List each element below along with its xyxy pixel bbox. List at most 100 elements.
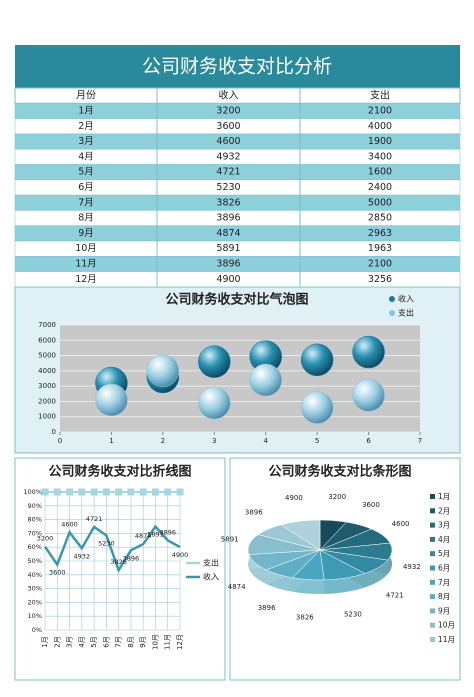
x-tick-label: 2 [161, 437, 165, 445]
data-label: 4721 [386, 591, 404, 599]
table-cell: 4932 [216, 151, 240, 162]
data-label: 4900 [285, 494, 303, 502]
bubble [352, 379, 385, 412]
y-tick-label: 1000 [38, 413, 56, 421]
bubble [300, 391, 334, 424]
table-cell: 4900 [216, 274, 240, 285]
data-label: 3600 [49, 569, 66, 577]
table-cell: 3400 [368, 151, 392, 162]
data-label: 4600 [392, 520, 410, 528]
y-tick-label: 20% [28, 598, 42, 606]
x-tick-label: 2月 [53, 636, 61, 647]
y-tick-label: 0 [52, 428, 56, 436]
data-label: 4874 [135, 532, 152, 540]
bubble [146, 354, 180, 388]
bubble [249, 363, 282, 397]
y-tick-label: 0% [32, 626, 42, 634]
x-tick-label: 11月 [164, 634, 172, 650]
data-label: 4721 [86, 515, 103, 523]
legend-swatch [430, 494, 435, 499]
x-tick-label: 10月 [151, 634, 159, 650]
line-title: 公司财务收支对比折线图 [48, 464, 191, 480]
table-cell: 3月 [78, 136, 94, 147]
bubble-title: 公司财务收支对比气泡图 [165, 292, 308, 308]
title-bar [15, 45, 460, 88]
table-cell: 1900 [368, 136, 392, 147]
legend-swatch [430, 622, 435, 628]
table-cell: 3896 [216, 213, 240, 224]
table-cell: 5230 [216, 182, 240, 193]
y-tick-label: 6000 [38, 336, 56, 344]
x-tick-label: 9月 [139, 636, 147, 647]
pie-title: 公司财务收支对比条形图 [268, 464, 411, 480]
data-label: 5891 [147, 530, 164, 538]
data-label: 3600 [362, 501, 380, 509]
table-cell: 5月 [78, 167, 94, 178]
data-label: 4600 [61, 520, 78, 528]
data-label: 4932 [74, 552, 91, 560]
bubble [352, 335, 385, 369]
table-cell: 2月 [78, 121, 94, 132]
data-label: 3826 [296, 613, 314, 621]
y-tick-label: 7000 [38, 321, 56, 329]
legend-swatch [430, 637, 435, 642]
table-cell: 2100 [368, 105, 392, 116]
data-label: 4900 [172, 551, 189, 559]
legend-label: 支出 [398, 308, 414, 318]
legend-swatch [430, 565, 435, 571]
data-label: 3896 [123, 554, 140, 562]
legend-swatch [389, 296, 395, 302]
x-tick-label: 3 [212, 437, 216, 445]
bubble [95, 383, 128, 417]
x-tick-label: 7月 [115, 636, 123, 647]
table-cell: 3600 [216, 121, 240, 132]
table-cell: 1963 [368, 243, 392, 254]
column-header: 收入 [219, 89, 239, 102]
bubble [198, 345, 231, 378]
table-cell: 1月 [78, 105, 94, 116]
y-tick-label: 2000 [38, 397, 56, 405]
y-tick-label: 30% [28, 585, 42, 593]
x-tick-label: 4 [263, 437, 268, 445]
legend-label: 10月 [438, 621, 455, 630]
data-label: 3896 [258, 604, 276, 612]
legend-label: 收入 [398, 294, 414, 304]
table-cell: 11月 [75, 258, 97, 269]
legend-label: 4月 [438, 535, 450, 544]
table-cell: 2963 [368, 228, 392, 239]
table-cell: 7月 [78, 197, 94, 208]
y-tick-label: 80% [28, 516, 42, 524]
table-cell: 3826 [216, 197, 240, 208]
x-tick-label: 4月 [78, 636, 86, 647]
x-tick-label: 5 [315, 437, 319, 445]
legend-label: 2月 [438, 506, 450, 515]
table-cell: 2400 [368, 182, 392, 193]
data-label: 4874 [228, 583, 246, 591]
legend-label: 支出 [203, 558, 219, 568]
data-label: 3896 [159, 528, 176, 536]
data-label: 3826 [110, 558, 127, 566]
data-label: 5230 [98, 539, 115, 547]
y-tick-label: 70% [28, 529, 42, 537]
y-tick-label: 10% [28, 612, 42, 620]
data-label: 5891 [221, 536, 239, 544]
y-tick-label: 60% [28, 543, 42, 551]
table-cell: 3896 [216, 258, 240, 269]
table-cell: 4000 [368, 121, 392, 132]
y-tick-label: 4000 [38, 367, 56, 375]
x-tick-label: 0 [58, 437, 62, 445]
legend-label: 6月 [438, 564, 450, 573]
table-cell: 3256 [368, 274, 392, 285]
legend-label: 9月 [438, 606, 450, 615]
table-row [14, 271, 461, 288]
x-tick-label: 6 [366, 437, 371, 445]
data-label: 4932 [403, 563, 421, 571]
legend-label: 11月 [438, 635, 455, 644]
table-cell: 4721 [216, 167, 240, 178]
data-label: 3200 [328, 493, 346, 501]
legend-swatch [430, 508, 435, 514]
legend-label: 收入 [203, 572, 219, 582]
legend-swatch [430, 551, 435, 557]
